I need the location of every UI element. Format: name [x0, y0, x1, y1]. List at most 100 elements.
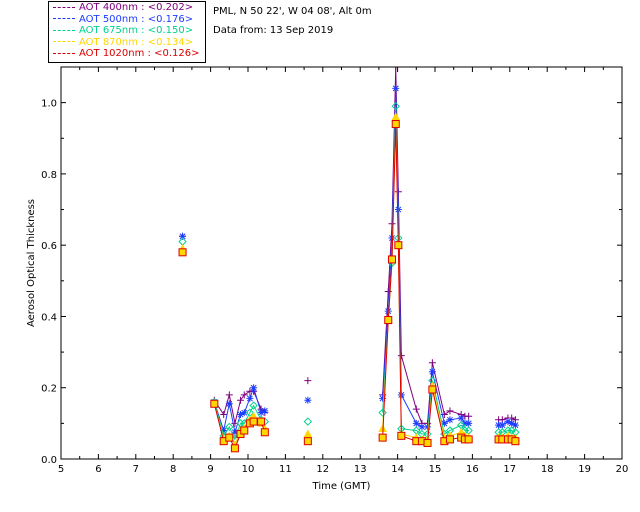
- legend-label: AOT 1020nm : <0.126>: [79, 48, 200, 60]
- data-point-square: [249, 417, 258, 426]
- data-point-star: [250, 384, 258, 392]
- x-tick-label: 19: [578, 464, 591, 475]
- data-point-star: [412, 419, 420, 427]
- x-tick-label: 7: [133, 464, 139, 475]
- data-point-star: [237, 410, 245, 418]
- data-point-square: [230, 444, 239, 453]
- data-point-star: [465, 419, 473, 427]
- x-tick-label: 20: [616, 464, 629, 475]
- legend-line-swatch: [53, 52, 75, 54]
- data-point-plus: [220, 410, 228, 418]
- data-point-triangle: [303, 429, 313, 438]
- data-point-star: [508, 419, 516, 427]
- data-point-square: [394, 241, 403, 250]
- data-point-square: [240, 426, 249, 435]
- data-point-star: [384, 307, 392, 315]
- data-point-square: [445, 435, 454, 444]
- data-point-plus: [465, 412, 473, 420]
- data-point-plus: [412, 405, 420, 413]
- x-tick-label: 12: [316, 464, 329, 475]
- series-4: [178, 120, 520, 453]
- x-tick-label: 6: [95, 464, 101, 475]
- data-point-square: [391, 120, 400, 129]
- data-point-square: [511, 437, 520, 446]
- data-point-star: [225, 400, 233, 408]
- legend-label: AOT 675nm : <0.150>: [79, 25, 194, 37]
- legend-entry: AOT 500nm : <0.176>: [53, 14, 193, 26]
- plot-frame: [60, 66, 623, 460]
- data-point-square: [428, 385, 437, 394]
- data-point-square: [303, 437, 312, 446]
- data-point-square: [210, 399, 219, 408]
- data-point-star: [418, 423, 426, 431]
- data-point-star: [504, 418, 512, 426]
- x-tick-label: 13: [354, 464, 367, 475]
- y-tick-label: 1.0: [41, 99, 57, 110]
- legend-label: AOT 400nm : <0.202>: [79, 2, 194, 13]
- data-point-star: [498, 421, 506, 429]
- data-point-star: [392, 84, 400, 92]
- y-axis-title: Aerosol Optical Thickness: [26, 199, 37, 327]
- data-point-square: [387, 255, 396, 264]
- x-tick-label: 16: [466, 464, 479, 475]
- x-tick-label: 9: [207, 464, 213, 475]
- data-point-star: [424, 423, 432, 431]
- data-point-plus: [237, 396, 245, 404]
- data-point-star: [397, 391, 405, 399]
- data-point-star: [304, 396, 312, 404]
- legend-label: AOT 870nm : <0.134>: [79, 36, 194, 48]
- data-point-star: [511, 421, 519, 429]
- data-point-plus: [240, 391, 248, 399]
- data-point-diamond: [225, 422, 234, 432]
- location-label: PML, N 50 22', W 04 08', Alt 0m: [213, 6, 372, 17]
- x-tick-label: 5: [58, 464, 64, 475]
- legend-entry: AOT 1020nm : <0.126>: [53, 48, 199, 60]
- data-point-square: [257, 417, 266, 426]
- data-point-plus: [446, 407, 454, 415]
- data-point-star: [461, 419, 469, 427]
- series-2: [178, 101, 520, 444]
- y-tick-label: 0.6: [41, 241, 57, 252]
- data-point-star: [379, 394, 387, 402]
- data-point-star: [446, 416, 454, 424]
- data-point-star: [388, 234, 396, 242]
- series-line: [213, 401, 266, 441]
- legend: AOT 400nm : <0.202> AOT 500nm : <0.176> AO…: [48, 1, 206, 63]
- data-point-square: [378, 433, 387, 442]
- legend-line-swatch: [53, 6, 75, 8]
- x-tick-label: 14: [391, 464, 404, 475]
- legend-entry: AOT 870nm : <0.134>: [53, 37, 193, 49]
- legend-line-swatch: [53, 18, 75, 20]
- data-point-square: [397, 431, 406, 440]
- data-point-diamond: [378, 408, 387, 417]
- data-point-star: [179, 232, 187, 240]
- legend-label: AOT 500nm : <0.176>: [79, 13, 194, 25]
- data-point-star: [231, 428, 239, 436]
- data-point-square: [225, 433, 234, 442]
- data-point-triangle: [391, 112, 401, 121]
- legend-entry: AOT 675nm : <0.150>: [53, 25, 193, 37]
- data-point-square: [464, 435, 473, 444]
- data-point-star: [394, 206, 402, 214]
- data-point-star: [440, 419, 448, 427]
- data-point-diamond: [249, 401, 258, 410]
- x-tick-label: 11: [279, 464, 292, 475]
- y-tick-label: 0.4: [41, 312, 57, 323]
- data-point-plus: [304, 377, 312, 385]
- data-point-diamond: [391, 101, 400, 111]
- data-point-plus: [225, 391, 233, 399]
- series-1: [179, 84, 519, 436]
- legend-line-swatch: [53, 29, 75, 31]
- legend-entry: AOT 400nm : <0.202>: [53, 2, 193, 14]
- data-point-star: [257, 409, 265, 417]
- data-point-star: [495, 421, 503, 429]
- data-point-star: [261, 407, 269, 415]
- legend-line-swatch: [53, 41, 75, 43]
- axes-layer: 5 6 7 8 9 10 11 12 13 14 15 16 17 18 19 20 0.0 0.2 0.4 0.6 0…: [41, 66, 629, 475]
- y-tick-label: 0.0: [41, 455, 57, 466]
- data-point-star: [457, 414, 465, 422]
- data-point-diamond: [303, 417, 313, 426]
- data-point-square: [423, 438, 432, 447]
- x-tick-label: 15: [429, 464, 442, 475]
